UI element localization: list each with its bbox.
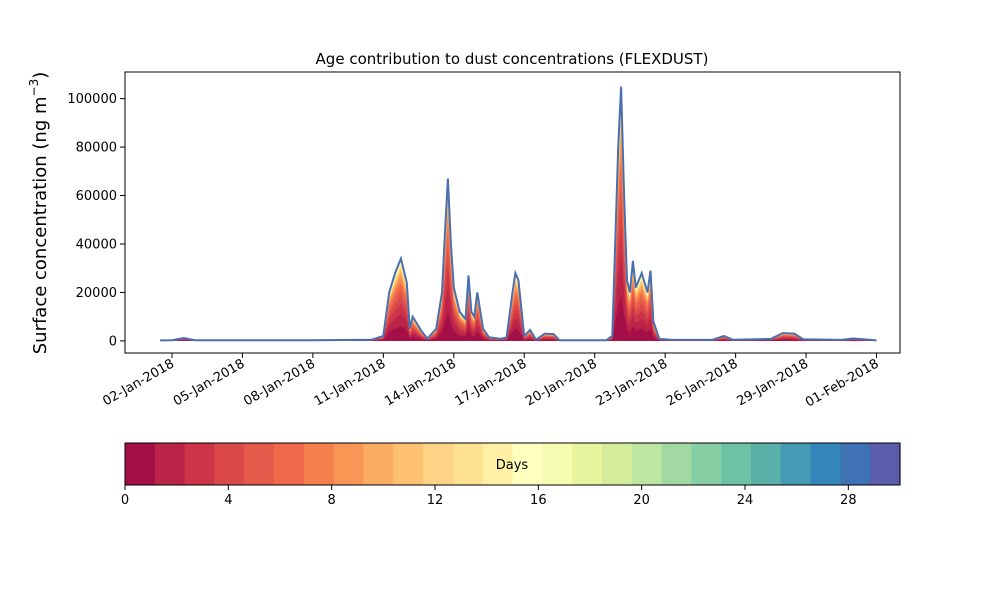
colorbar-tick-label: 20 — [633, 493, 650, 508]
colorbar-swatch — [840, 443, 871, 485]
colorbar-tick-label: 24 — [737, 493, 754, 508]
colorbar-swatch — [184, 443, 216, 485]
colorbar-swatch — [214, 443, 245, 485]
age-layer-3 — [160, 200, 877, 341]
colorbar — [125, 443, 901, 485]
colorbar-swatch — [810, 443, 841, 485]
x-tick-label: 23-Jan-2018 — [594, 356, 671, 409]
colorbar-swatch — [780, 443, 812, 485]
x-axis: 02-Jan-201805-Jan-201808-Jan-201811-Jan-… — [100, 353, 882, 410]
colorbar-swatch — [452, 443, 484, 485]
colorbar-tick-label: 12 — [427, 493, 444, 508]
colorbar-swatch — [125, 443, 156, 485]
colorbar-swatch — [572, 443, 603, 485]
colorbar-tick-label: 8 — [328, 493, 336, 508]
colorbar-swatch — [482, 443, 514, 485]
colorbar-swatch — [244, 443, 275, 485]
x-tick-label: 11-Jan-2018 — [312, 356, 389, 409]
chart-title: Age contribution to dust concentrations … — [316, 50, 709, 68]
colorbar-tick-label: 16 — [530, 493, 547, 508]
colorbar-swatch — [631, 443, 663, 485]
y-tick-label: 80000 — [76, 141, 117, 156]
x-tick-label: 29-Jan-2018 — [734, 356, 811, 409]
colorbar-axis: 0 4 8 12 16 20 24 28 — [121, 485, 857, 508]
x-tick-label: 20-Jan-2018 — [523, 356, 600, 409]
colorbar-swatch — [721, 443, 752, 485]
colorbar-swatch — [542, 443, 573, 485]
y-axis: 0 20000 40000 60000 80000 100000 — [67, 92, 125, 349]
x-tick-label: 01-Feb-2018 — [803, 356, 882, 410]
y-tick-label: 20000 — [76, 286, 117, 301]
y-tick-label: 40000 — [76, 237, 117, 252]
colorbar-tick-label: 28 — [840, 493, 857, 508]
colorbar-frame — [124, 442, 901, 486]
y-tick-label: 60000 — [76, 189, 117, 204]
colorbar-tick-label: 0 — [121, 493, 129, 508]
colorbar-swatch — [750, 443, 782, 485]
colorbar-swatch — [661, 443, 692, 485]
x-tick-label: 14-Jan-2018 — [382, 356, 459, 409]
colorbar-label: Days — [496, 458, 529, 473]
x-tick-label: 02-Jan-2018 — [100, 356, 177, 409]
colorbar-swatch — [512, 443, 543, 485]
colorbar-swatch — [303, 443, 335, 485]
y-tick-label: 100000 — [67, 92, 117, 107]
colorbar-swatch — [363, 443, 394, 485]
total-concentration-line — [160, 86, 877, 342]
plot-frame — [124, 71, 901, 354]
colorbar-tick-label: 4 — [224, 493, 232, 508]
x-tick-label: 08-Jan-2018 — [241, 356, 318, 409]
age-area-layers — [160, 86, 877, 341]
y-axis-label: Surface concentration (ng m−3) — [27, 72, 51, 355]
age-layer-2 — [160, 226, 877, 341]
colorbar-swatch — [870, 443, 901, 485]
colorbar-swatch — [691, 443, 722, 485]
age-layer-1 — [160, 257, 877, 341]
colorbar-swatch — [393, 443, 424, 485]
y-tick-label: 0 — [109, 334, 117, 349]
age-layer-0 — [160, 294, 877, 341]
x-tick-label: 17-Jan-2018 — [453, 356, 530, 409]
x-tick-label: 05-Jan-2018 — [171, 356, 248, 409]
colorbar-swatch — [274, 443, 305, 485]
colorbar-swatch — [154, 443, 186, 485]
x-tick-label: 26-Jan-2018 — [664, 356, 741, 409]
colorbar-swatch — [601, 443, 633, 485]
colorbar-swatch — [423, 443, 454, 485]
colorbar-swatch — [333, 443, 365, 485]
